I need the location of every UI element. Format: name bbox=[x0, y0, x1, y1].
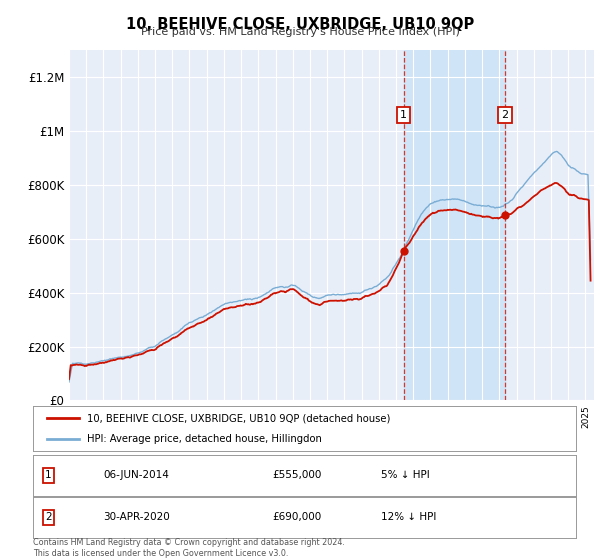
Text: HPI: Average price, detached house, Hillingdon: HPI: Average price, detached house, Hill… bbox=[88, 433, 322, 444]
Text: 2: 2 bbox=[502, 110, 509, 120]
Text: Price paid vs. HM Land Registry's House Price Index (HPI): Price paid vs. HM Land Registry's House … bbox=[140, 27, 460, 37]
Text: 2: 2 bbox=[45, 512, 52, 522]
Text: 5% ↓ HPI: 5% ↓ HPI bbox=[380, 470, 429, 480]
Text: 12% ↓ HPI: 12% ↓ HPI bbox=[380, 512, 436, 522]
Text: 10, BEEHIVE CLOSE, UXBRIDGE, UB10 9QP (detached house): 10, BEEHIVE CLOSE, UXBRIDGE, UB10 9QP (d… bbox=[88, 413, 391, 423]
Text: Contains HM Land Registry data © Crown copyright and database right 2024.
This d: Contains HM Land Registry data © Crown c… bbox=[33, 538, 345, 558]
Text: 30-APR-2020: 30-APR-2020 bbox=[104, 512, 170, 522]
Text: 06-JUN-2014: 06-JUN-2014 bbox=[104, 470, 169, 480]
Text: £690,000: £690,000 bbox=[272, 512, 321, 522]
Text: 1: 1 bbox=[400, 110, 407, 120]
Bar bbox=[404, 50, 505, 400]
Text: 10, BEEHIVE CLOSE, UXBRIDGE, UB10 9QP: 10, BEEHIVE CLOSE, UXBRIDGE, UB10 9QP bbox=[126, 17, 474, 32]
Text: £555,000: £555,000 bbox=[272, 470, 321, 480]
Text: 1: 1 bbox=[45, 470, 52, 480]
